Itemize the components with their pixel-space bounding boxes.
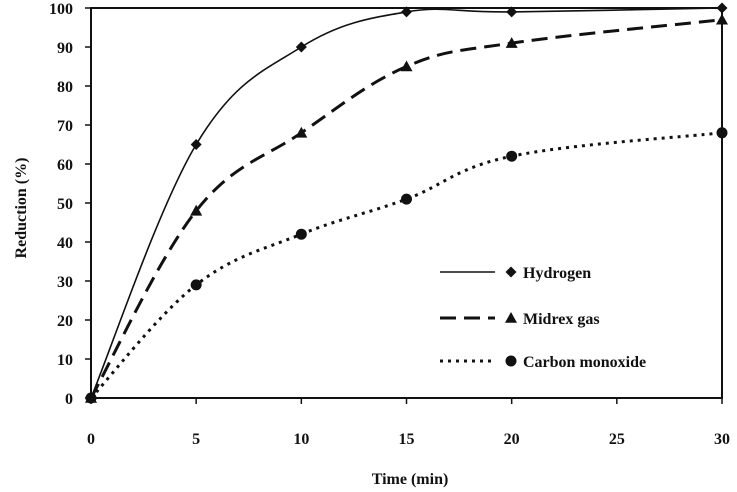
legend-label: Carbon monoxide [523,354,646,371]
legend-item: Midrex gas [440,311,600,328]
y-tick-label: 50 [57,196,73,213]
legend-marker [505,312,517,323]
y-axis-title: Reduction (%) [13,158,30,259]
legend-label: Hydrogen [523,265,591,282]
y-tick-label: 90 [57,40,73,57]
y-tick-label: 20 [57,313,73,330]
data-point [295,228,307,240]
y-tick-label: 60 [57,157,73,174]
x-tick-label: 0 [87,431,95,448]
y-tick-label: 80 [57,79,73,96]
ticks-layer: 0 5 10 15 20 25 30 0 10 20 30 40 50 60 70 80 90 100 [49,1,730,448]
data-point [716,2,728,14]
data-point [505,37,518,48]
data-point [401,6,412,18]
x-tick-label: 5 [192,431,200,448]
y-tick-label: 30 [57,274,73,291]
series-2 [85,127,728,404]
x-tick-label: 20 [504,431,520,448]
y-tick-label: 70 [57,118,73,135]
x-tick-label: 25 [609,431,625,448]
data-point [506,150,518,162]
legend-marker [505,266,517,278]
x-axis-title: Time (min) [372,471,449,488]
data-point [716,13,728,25]
legend-label: Midrex gas [523,311,600,328]
data-point [190,139,202,150]
legend-item: Carbon monoxide [440,354,646,371]
data-point [190,204,203,216]
x-tick-label: 30 [714,431,730,448]
series-line [90,7,723,399]
legend-marker [505,355,517,367]
data-point [190,279,202,291]
data-point [400,60,413,72]
legend-item: Hydrogen [440,265,591,282]
series-1 [85,13,728,403]
legend: Hydrogen Midrex gas Carbon monoxide [440,265,646,371]
x-tick-label: 10 [293,431,309,448]
data-point [716,127,728,139]
y-tick-label: 10 [57,352,73,369]
data-point [295,126,308,138]
x-tick-label: 15 [399,431,415,448]
series-line [89,131,723,400]
y-tick-label: 100 [49,1,73,18]
y-tick-label: 40 [57,235,73,252]
data-point [401,193,412,205]
series-line [89,18,723,399]
data-point [85,392,97,404]
series-layer [85,2,728,404]
y-tick-label: 0 [65,391,73,408]
data-point [295,41,307,53]
data-point [506,6,518,18]
